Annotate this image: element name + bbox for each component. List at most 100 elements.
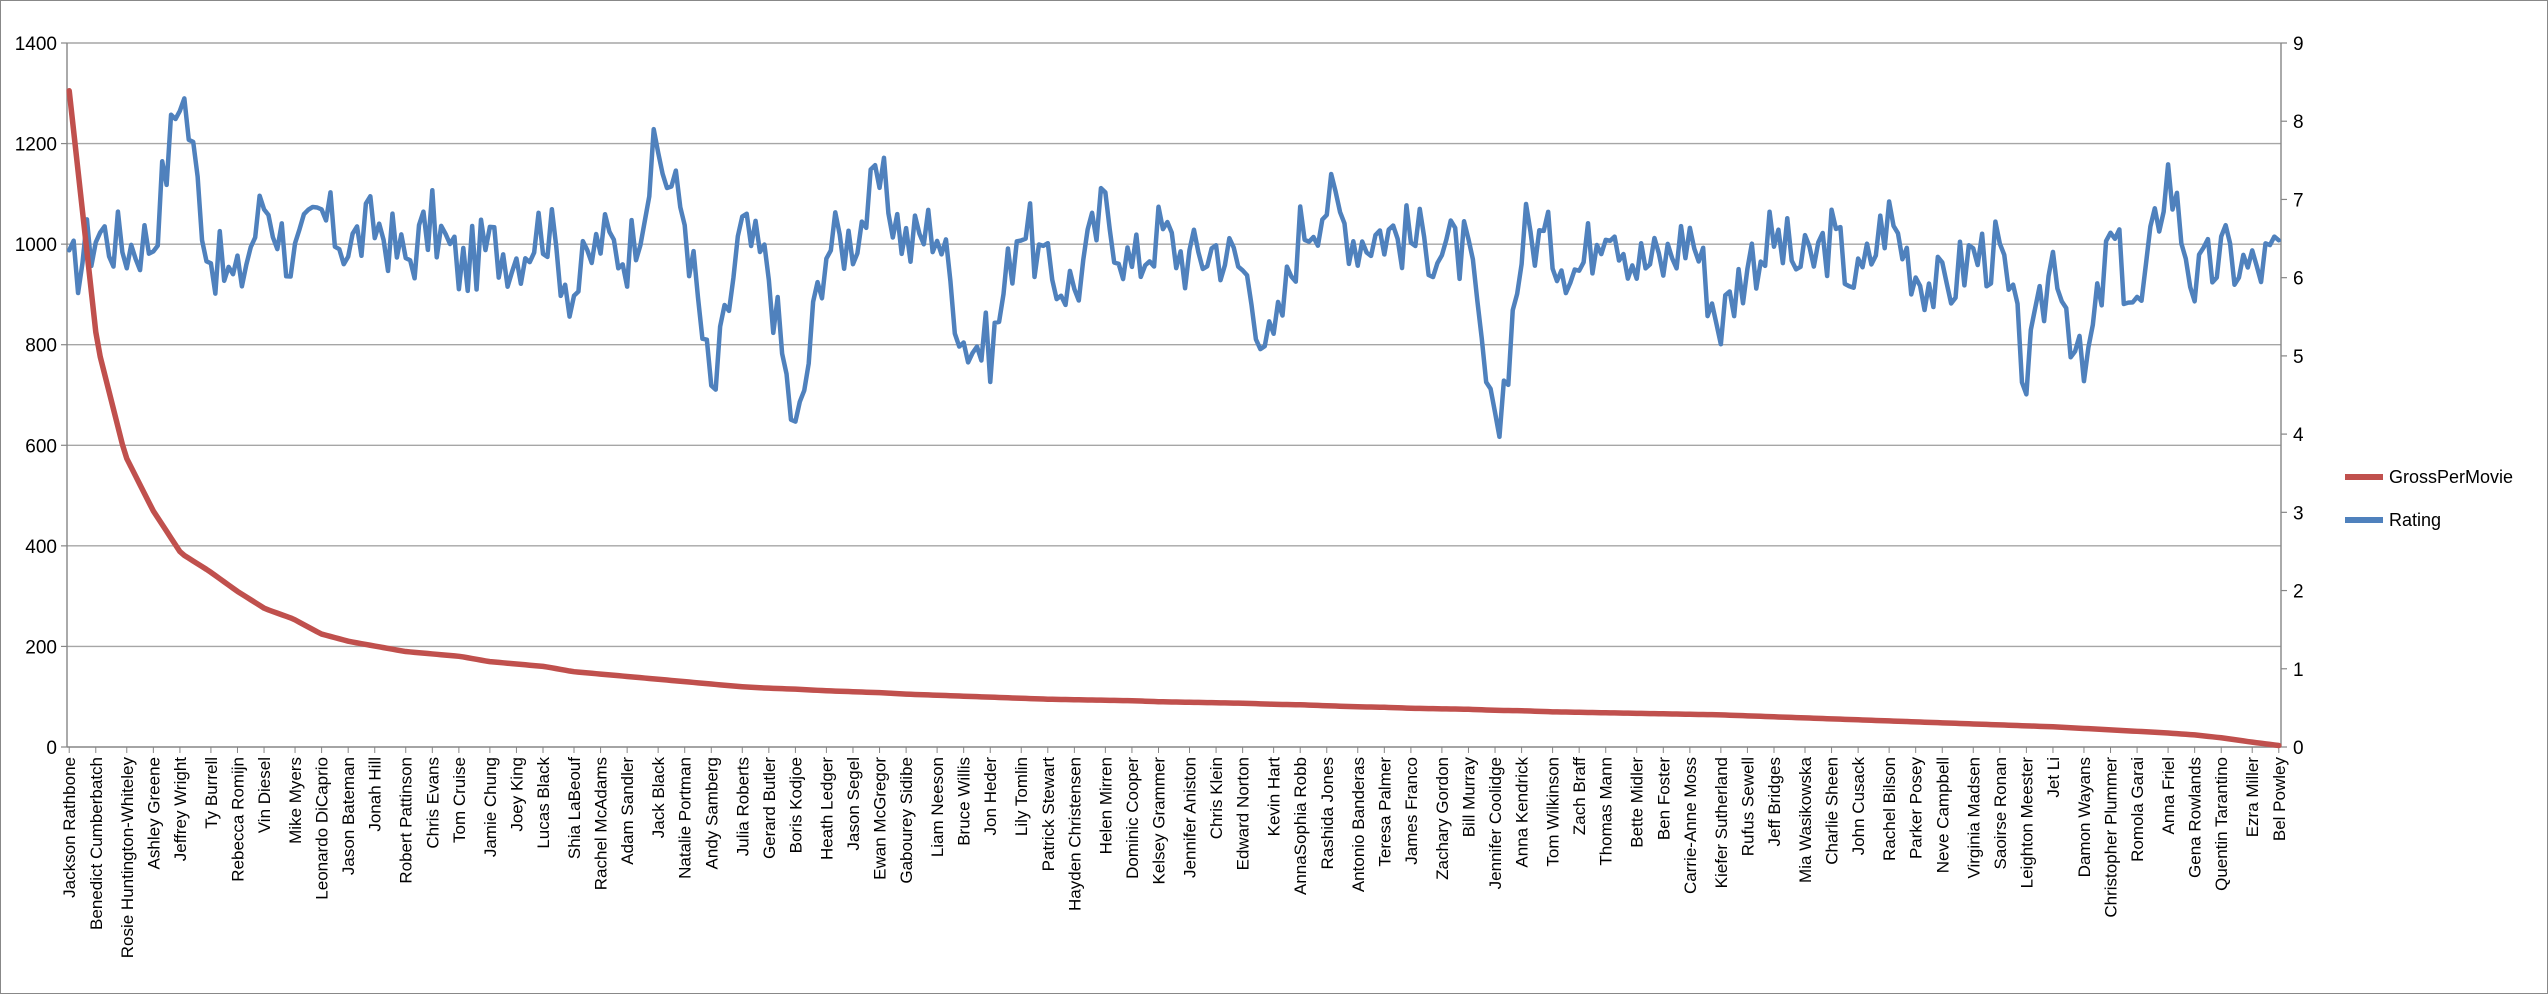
- category-label: Gena Rowlands: [2186, 757, 2205, 878]
- left-tick-label: 1200: [15, 135, 57, 156]
- category-label: Leighton Meester: [2017, 757, 2036, 889]
- category-label: Romola Garai: [2128, 757, 2147, 862]
- category-label: Jennifer Coolidge: [1486, 757, 1505, 889]
- category-label: Gabourey Sidibe: [897, 757, 916, 884]
- category-label: Anna Kendrick: [1513, 757, 1532, 868]
- left-tick-label: 1000: [15, 235, 57, 256]
- category-label: Ezra Miller: [2243, 757, 2262, 838]
- category-label: Jeff Bridges: [1765, 757, 1784, 846]
- category-label: Kevin Hart: [1265, 757, 1284, 837]
- category-label: John Cusack: [1849, 757, 1868, 856]
- category-label: Boris Kodjoe: [786, 757, 805, 853]
- category-label: Patrick Stewart: [1039, 757, 1058, 872]
- category-label: Ben Foster: [1654, 757, 1673, 840]
- category-label: Bette Midler: [1628, 757, 1647, 848]
- category-label: AnnaSophia Robb: [1291, 757, 1310, 895]
- category-label: Mike Myers: [286, 757, 305, 844]
- left-tick-label: 600: [25, 436, 57, 457]
- category-label: Ty Burrell: [202, 757, 221, 829]
- right-tick-label: 7: [2293, 190, 2304, 211]
- category-label: Leonardo DiCaprio: [313, 757, 332, 900]
- category-label: Jason Segel: [844, 757, 863, 851]
- category-label: Kelsey Grammer: [1150, 757, 1169, 885]
- category-label: Hayden Christensen: [1065, 757, 1084, 911]
- left-tick-label: 800: [25, 336, 57, 357]
- right-tick-label: 4: [2293, 425, 2304, 446]
- category-label: Bill Murray: [1459, 757, 1478, 838]
- right-tick-label: 8: [2293, 112, 2304, 133]
- legend-label: GrossPerMovie: [2389, 467, 2513, 487]
- category-label: Adam Sandler: [618, 757, 637, 865]
- category-label: Christopher Plummer: [2102, 757, 2121, 918]
- category-label: Jon Heder: [981, 757, 1000, 836]
- category-label: Mia Wasikowska: [1796, 756, 1815, 882]
- right-tick-label: 6: [2293, 269, 2304, 290]
- category-label: Chris Evans: [423, 757, 442, 849]
- category-label: Edward Norton: [1234, 757, 1253, 870]
- category-label: Jack Black: [649, 757, 668, 839]
- category-label: Antonio Banderas: [1349, 757, 1368, 892]
- legend-label: Rating: [2389, 510, 2441, 530]
- category-label: Joey King: [507, 757, 526, 832]
- category-label: Charlie Sheen: [1823, 757, 1842, 865]
- category-label: Jet Li: [2044, 757, 2063, 798]
- right-tick-label: 0: [2293, 738, 2304, 759]
- category-label: Robert Pattinson: [397, 757, 416, 884]
- category-label: Andy Samberg: [702, 757, 721, 869]
- category-label: Jeffrey Wright: [171, 757, 190, 862]
- category-label: Kiefer Sutherland: [1712, 757, 1731, 888]
- series-lines: [66, 88, 2282, 749]
- category-label: Rufus Sewell: [1738, 757, 1757, 856]
- category-label: Lily Tomlin: [1012, 757, 1031, 836]
- grid-lines: [67, 42, 2281, 648]
- category-label: Dominic Cooper: [1123, 757, 1142, 879]
- category-label: Parker Posey: [1907, 757, 1926, 860]
- right-tick-label: 2: [2293, 582, 2304, 603]
- category-label: Jason Bateman: [339, 757, 358, 875]
- category-label: Julia Roberts: [733, 757, 752, 856]
- category-label: Rachel McAdams: [592, 757, 611, 890]
- category-label: Benedict Cumberbatch: [87, 757, 106, 930]
- left-tick-label: 1400: [15, 34, 57, 55]
- category-label: Bruce Willis: [955, 757, 974, 846]
- category-label: Rosie Huntington-Whiteley: [118, 757, 137, 959]
- series-line-grosspermovie: [66, 88, 2282, 749]
- right-axis-tick-labels: 0 1 2 3 4 5 6 7 8 9: [2281, 34, 2304, 759]
- category-label: Teresa Palmer: [1375, 757, 1394, 867]
- category-label: Neve Campbell: [1933, 757, 1952, 873]
- category-label: Carrie-Anne Moss: [1681, 757, 1700, 894]
- category-label: Ashley Greene: [144, 757, 163, 869]
- category-label: Zachary Gordon: [1433, 757, 1452, 880]
- category-label: Tom Wilkinson: [1544, 757, 1563, 867]
- category-label: Heath Ledger: [817, 757, 836, 860]
- category-label: Shia LaBeouf: [565, 757, 584, 859]
- left-tick-label: 400: [25, 537, 57, 558]
- category-label: Rebecca Romijn: [228, 757, 247, 882]
- category-label: Natalie Portman: [676, 757, 695, 879]
- right-tick-label: 9: [2293, 34, 2304, 55]
- category-label: Chris Klein: [1207, 757, 1226, 839]
- series-line-rating: [66, 96, 2282, 440]
- left-tick-label: 0: [46, 738, 57, 759]
- category-label: Virginia Madsen: [1964, 757, 1983, 879]
- category-axis-labels: Jackson Rathbone Benedict Cumberbatch Rosi…: [60, 747, 2289, 958]
- right-tick-label: 5: [2293, 347, 2304, 368]
- category-label: Jonah Hill: [366, 757, 385, 832]
- category-label: Thomas Mann: [1597, 757, 1616, 866]
- category-label: Zach Braff: [1570, 757, 1589, 835]
- category-label: Saoirse Ronan: [1991, 757, 2010, 869]
- category-label: Quentin Tarantino: [2212, 757, 2231, 891]
- category-label: Tom Cruise: [450, 757, 469, 843]
- category-label: Jackson Rathbone: [60, 757, 79, 898]
- category-label: Damon Wayans: [2075, 757, 2094, 877]
- category-label: Rachel Bilson: [1880, 757, 1899, 861]
- category-label: Anna Friel: [2159, 757, 2178, 834]
- category-label: Bel Powley: [2270, 757, 2289, 842]
- axes: [66, 43, 2282, 748]
- left-tick-label: 200: [25, 637, 57, 658]
- category-label: James Franco: [1402, 757, 1421, 865]
- right-tick-label: 3: [2293, 503, 2304, 524]
- category-label: Helen Mirren: [1096, 757, 1115, 854]
- category-label: Liam Neeson: [928, 757, 947, 857]
